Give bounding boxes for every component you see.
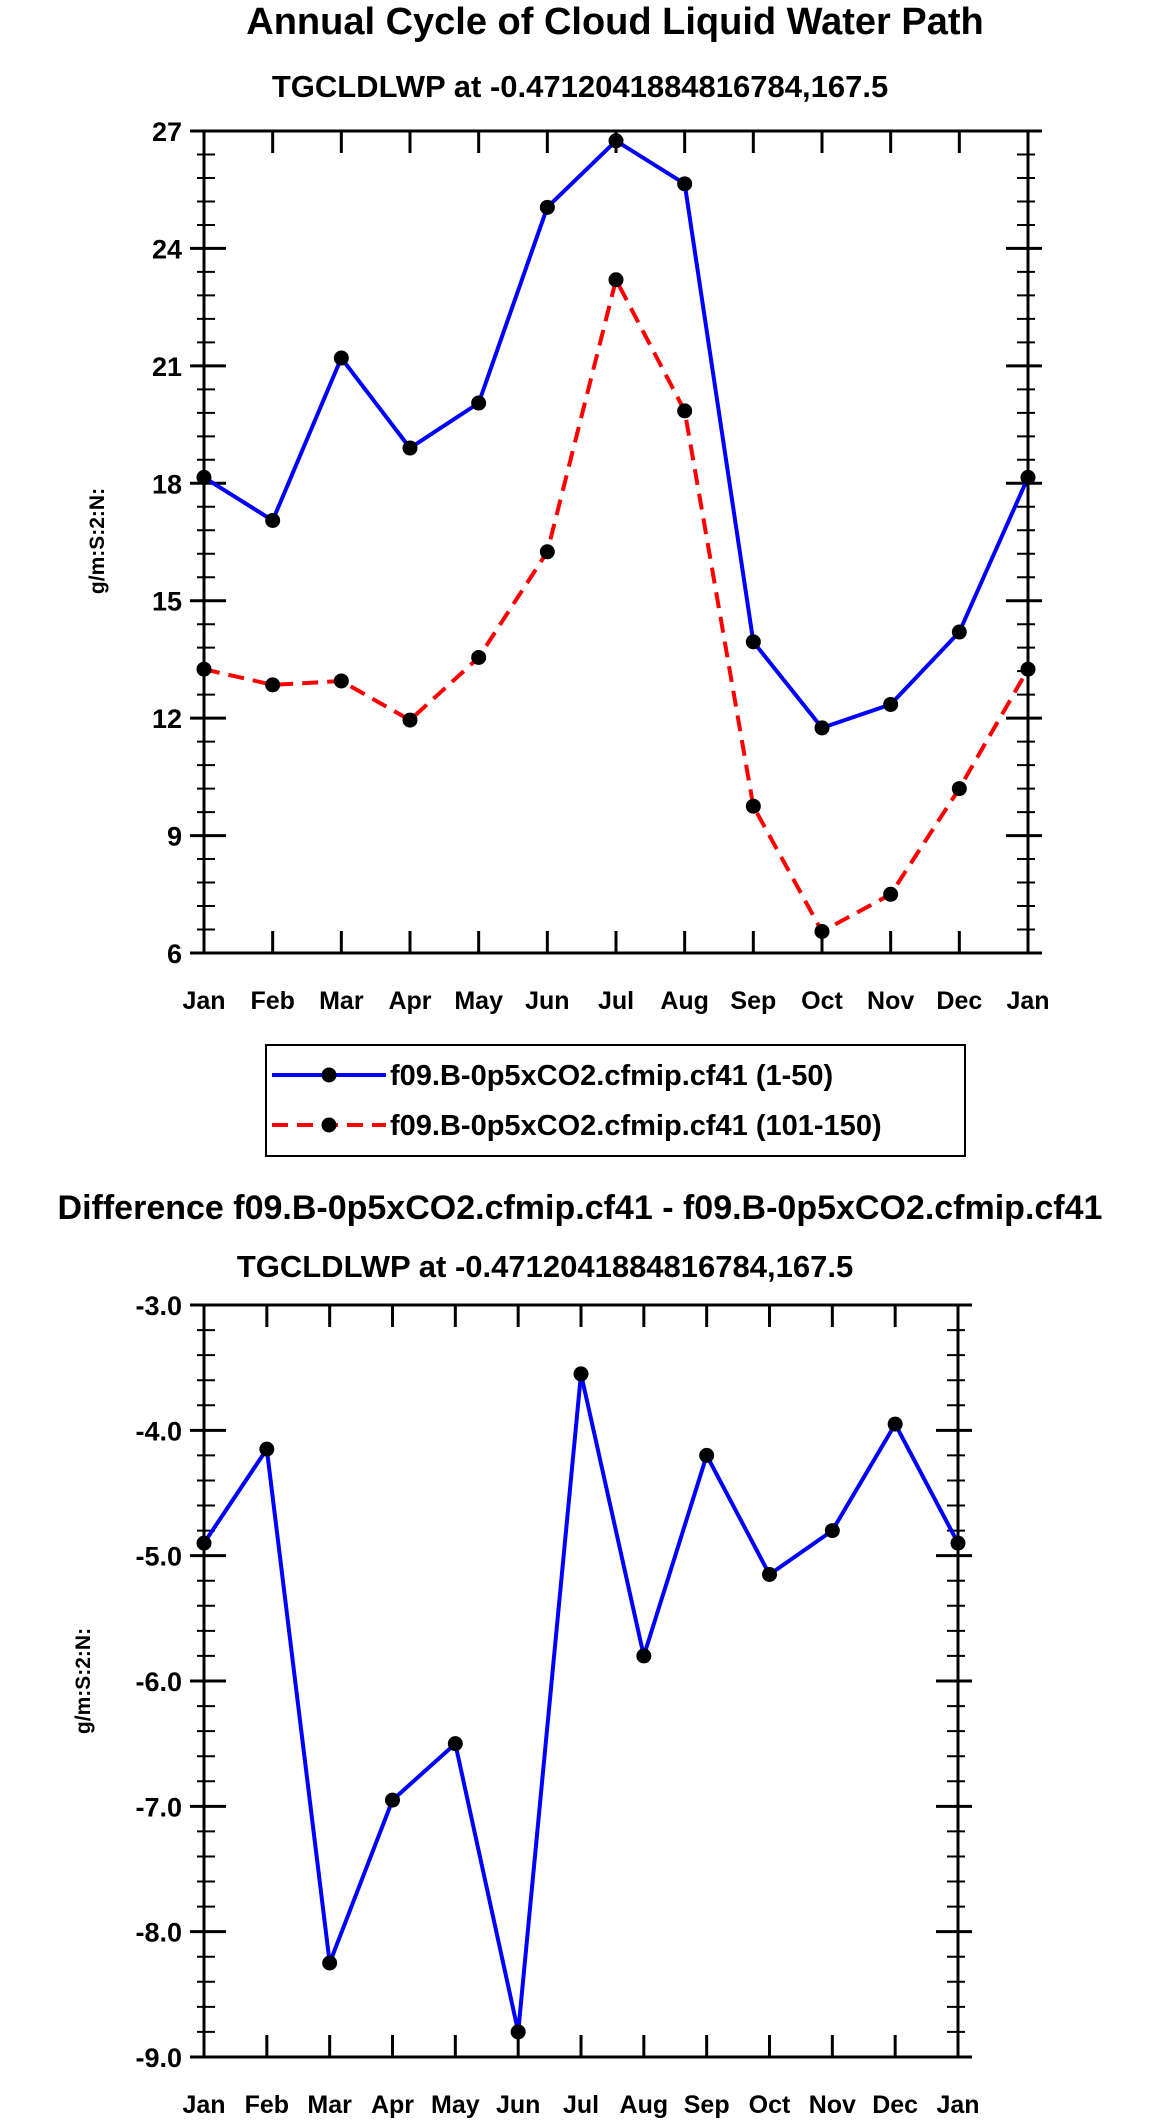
x-tick-label: Apr [388,987,431,1015]
legend-marker-blue [321,1067,337,1083]
data-point [259,1441,275,1457]
data-point [539,199,555,215]
data-point [402,440,418,456]
data-point [608,272,624,288]
data-point [745,798,761,814]
data-point [385,1792,400,1808]
y-tick-label: 6 [167,939,182,969]
x-tick-label: Feb [245,2091,289,2119]
x-tick-label: Dec [872,2091,918,2119]
y-tick-label: 9 [167,822,182,852]
y-tick-label: -6.0 [135,1667,182,1697]
data-point [814,720,830,736]
series-line-0 [202,1371,960,2034]
chart1-ylabel: g/m:S:2:N: [86,488,109,594]
data-point [677,403,693,419]
chart2-series [196,1366,966,2040]
data-point [677,176,693,192]
data-point [471,649,487,665]
x-tick-label: May [431,2091,480,2119]
y-tick-label: 27 [152,117,182,147]
data-point [951,781,967,797]
chart2-title: Difference f09.B-0p5xCO2.cfmip.cf41 - f0… [58,1189,1103,1227]
chart2-subtitle: TGCLDLWP at -0.4712041884816784,167.5 [237,1249,853,1284]
data-point [951,624,967,640]
x-tick-label: Dec [936,987,982,1015]
y-tick-label: -9.0 [135,2043,182,2073]
data-point [824,1523,840,1539]
x-tick-label: Jan [936,2091,979,2119]
data-point [265,677,281,693]
data-point [402,712,418,728]
x-tick-label: Jun [525,987,569,1015]
data-point [608,133,624,149]
chart1-ticks: Jan Feb Mar Apr May Jun Jul Aug Sep Oct Nov Dec Jan6… [152,117,1050,1015]
chart1-legend: f09.B-0p5xCO2.cfmip.cf41 (1-50) f09.B-0p… [265,1044,966,1157]
data-point [636,1648,652,1664]
x-tick-label: Jul [598,987,634,1015]
data-point [539,544,555,560]
x-tick-label: Jul [563,2091,599,2119]
x-tick-label: Jan [1006,987,1049,1015]
y-tick-label: 24 [152,234,182,264]
y-tick-label: 18 [152,469,182,499]
x-tick-label: Jan [182,2091,225,2119]
y-tick-label: -7.0 [135,1792,182,1822]
data-point [573,1366,589,1382]
data-point [887,1416,903,1432]
data-point [447,1736,463,1752]
data-point [322,1955,338,1971]
x-tick-label: Nov [867,987,914,1015]
legend-box [265,1044,966,1157]
chart2-ylabel: g/m:S:2:N: [72,1628,95,1734]
chart2-plot-frame [202,1303,960,2059]
x-tick-label: Sep [684,2091,730,2119]
y-tick-label: -3.0 [135,1291,182,1321]
x-tick-label: Feb [250,987,294,1015]
data-point [471,395,487,411]
data-point [762,1566,777,1582]
chart1-series [196,133,1036,939]
chart1-subtitle: TGCLDLWP at -0.4712041884816784,167.5 [272,69,888,104]
data-point [745,634,761,650]
x-tick-label: Nov [809,2091,856,2119]
chart1-title: Annual Cycle of Cloud Liquid Water Path [246,1,984,43]
series-line-1 [203,277,1030,934]
chart2-ticks: Jan Feb Mar Apr May Jun Jul Aug Sep Oct Nov Dec Jan-… [135,1291,979,2119]
x-tick-label: Apr [371,2091,414,2119]
data-point [814,923,830,939]
y-tick-label: -5.0 [135,1542,182,1572]
legend-label-red: f09.B-0p5xCO2.cfmip.cf41 (101-150) [390,1110,882,1142]
y-tick-label: -4.0 [135,1416,182,1446]
x-tick-label: Mar [319,987,364,1015]
series-line-0 [202,138,1030,730]
x-tick-label: Jun [496,2091,540,2119]
data-point [265,512,281,528]
x-tick-label: Sep [730,987,776,1015]
x-tick-label: Jan [182,987,225,1015]
data-point [883,886,899,902]
data-point [333,673,349,689]
x-tick-label: Oct [749,2091,791,2119]
legend-marker-red [321,1117,337,1133]
x-tick-label: Mar [307,2091,352,2119]
data-point [333,350,349,366]
x-tick-label: May [454,987,503,1015]
data-point [510,2024,526,2040]
data-point [699,1447,715,1463]
x-tick-label: Oct [801,987,843,1015]
y-tick-label: 12 [152,704,182,734]
y-tick-label: -8.0 [135,1918,182,1948]
x-tick-label: Aug [660,987,709,1015]
y-tick-label: 15 [152,587,182,617]
data-point [883,696,899,712]
x-tick-label: Aug [620,2091,669,2119]
chart1-plot-frame [202,129,1030,955]
y-tick-label: 21 [152,352,182,382]
legend-label-blue: f09.B-0p5xCO2.cfmip.cf41 (1-50) [390,1060,833,1092]
